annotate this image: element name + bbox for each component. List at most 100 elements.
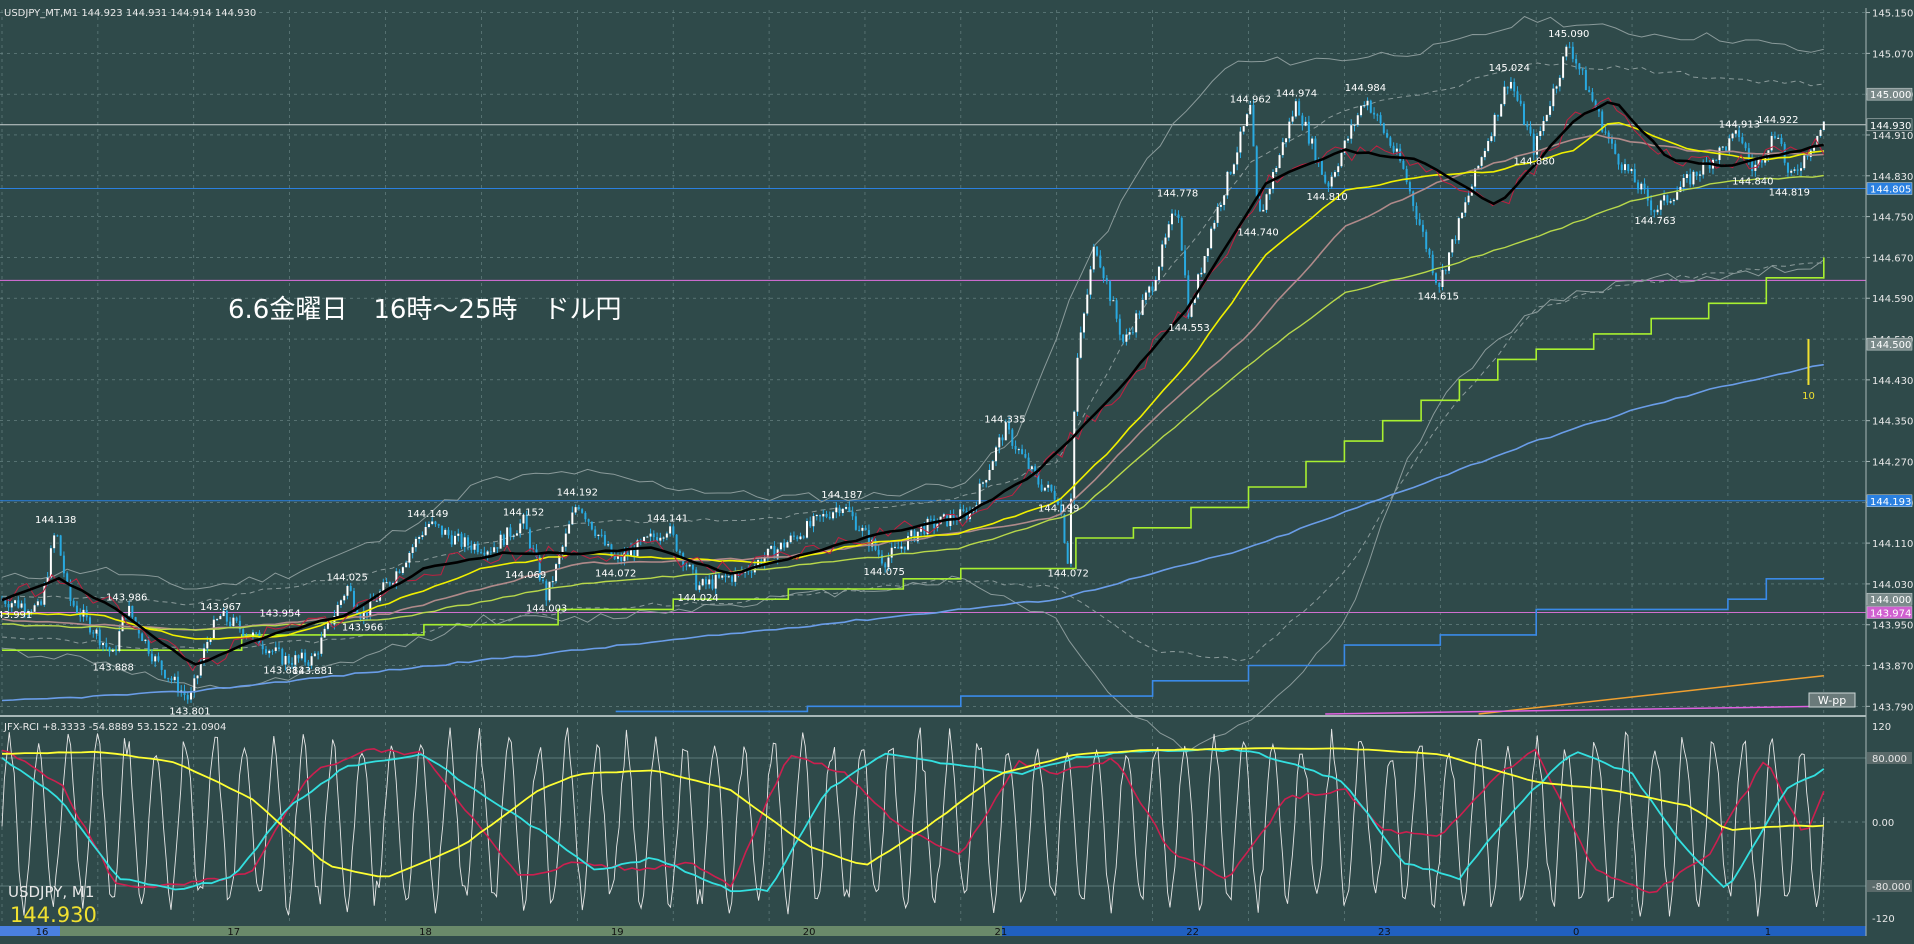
candle-body (1607, 132, 1610, 139)
candle-body (1477, 165, 1480, 169)
price-tag-box (1866, 592, 1913, 606)
candle-body (1206, 248, 1209, 257)
candle-body (1275, 168, 1278, 173)
candle-body (1702, 161, 1705, 175)
y-tick-label: 144.830 (1872, 172, 1913, 183)
candle-body (356, 607, 359, 614)
w-pp-badge: W-pp (1808, 692, 1856, 708)
candle-body (1483, 150, 1486, 158)
candle-body (1053, 490, 1056, 500)
candle-body (861, 527, 864, 531)
candle-body (1679, 186, 1682, 193)
candle-body (555, 564, 558, 582)
candle-body (196, 675, 199, 679)
candle-body (962, 509, 965, 512)
candle-body (382, 582, 385, 592)
candle-body (111, 649, 114, 652)
w-pp-label: W-pp (1818, 694, 1846, 707)
price-tag-label: 144.000 (1870, 595, 1911, 606)
candle-body (1503, 86, 1506, 105)
candle-body (1037, 473, 1040, 485)
candle-body (362, 612, 365, 619)
candle-body (281, 648, 284, 665)
candle-body (17, 600, 20, 608)
pink-trend-line (1325, 705, 1824, 715)
candle-body (1487, 141, 1490, 151)
candle-body (411, 547, 414, 553)
candle-body (1448, 252, 1451, 271)
candle-body (877, 549, 880, 555)
candle-body (75, 605, 78, 613)
candle-body (1591, 92, 1594, 101)
y-tick-label: 144.750 (1872, 213, 1913, 224)
peak-label: 144.072 (1048, 568, 1089, 579)
candle-body (1516, 91, 1519, 101)
candle-body (209, 639, 212, 642)
candle-body (1128, 332, 1131, 335)
candle-body (1242, 126, 1245, 132)
candle-body (1373, 112, 1376, 115)
candle-body (1813, 145, 1816, 151)
candle-body (1366, 100, 1369, 106)
candle-body (809, 521, 812, 527)
candle-body (287, 656, 290, 663)
chart-header: USDJPY_MT,M1 144.923 144.931 144.914 144… (4, 8, 256, 19)
candle-body (1395, 148, 1398, 152)
candle-body (1386, 132, 1389, 138)
candle-body (1656, 209, 1659, 213)
candle-body (1617, 153, 1620, 165)
candle-body (1096, 246, 1099, 256)
candle-body (1519, 100, 1522, 104)
bollinger-inner (1, 262, 1824, 662)
candle-body (665, 533, 668, 538)
candle-body (786, 542, 789, 548)
candle-body (1027, 457, 1030, 469)
candle-body (603, 534, 606, 546)
candle-body (463, 537, 466, 547)
candle-body (499, 534, 502, 549)
candle-body (1135, 313, 1138, 333)
candle-body (698, 585, 701, 590)
candle-body (532, 548, 535, 550)
candle-body (1594, 100, 1597, 110)
candle-body (1086, 294, 1089, 314)
candle-body (118, 631, 121, 652)
candle-body (486, 551, 489, 555)
candle-body (1604, 131, 1607, 133)
candle-body (10, 603, 13, 608)
candle-body (1148, 286, 1151, 293)
candle-body (1457, 218, 1460, 241)
candle-body (616, 556, 619, 559)
candle-body (1291, 116, 1294, 122)
candle-body (1157, 266, 1160, 281)
candle-body (515, 533, 518, 536)
candle-body (1627, 164, 1630, 172)
candle-body (1659, 200, 1662, 210)
candle-body (1480, 157, 1483, 166)
peak-label: 144.880 (1514, 156, 1555, 167)
candle-body (264, 649, 267, 654)
peak-label: 144.740 (1237, 228, 1278, 239)
candle-body (1118, 318, 1121, 335)
candle-body (1780, 137, 1783, 144)
candle-body (1213, 222, 1216, 229)
candle-body (1249, 104, 1252, 115)
candle-body (27, 611, 30, 613)
candle-body (473, 543, 476, 550)
candle-body (1040, 484, 1043, 491)
candle-body (199, 662, 202, 676)
candle-body (1379, 115, 1382, 124)
price-tag-label: 144.500 (1870, 340, 1911, 351)
y-tick-label: 144.590 (1872, 294, 1913, 305)
candle-body (300, 652, 303, 659)
candle-body (1177, 214, 1180, 218)
rci-header: JFX-RCI +8.3333 -54.8889 53.1522 -21.090… (3, 722, 226, 733)
candle-body (858, 529, 861, 531)
candle-body (444, 529, 447, 535)
candle-body (1190, 302, 1193, 317)
candle-body (571, 512, 574, 525)
candle-body (1790, 170, 1793, 173)
candle-body (1144, 292, 1147, 300)
candle-body (1438, 282, 1441, 287)
candle-body (522, 514, 525, 524)
